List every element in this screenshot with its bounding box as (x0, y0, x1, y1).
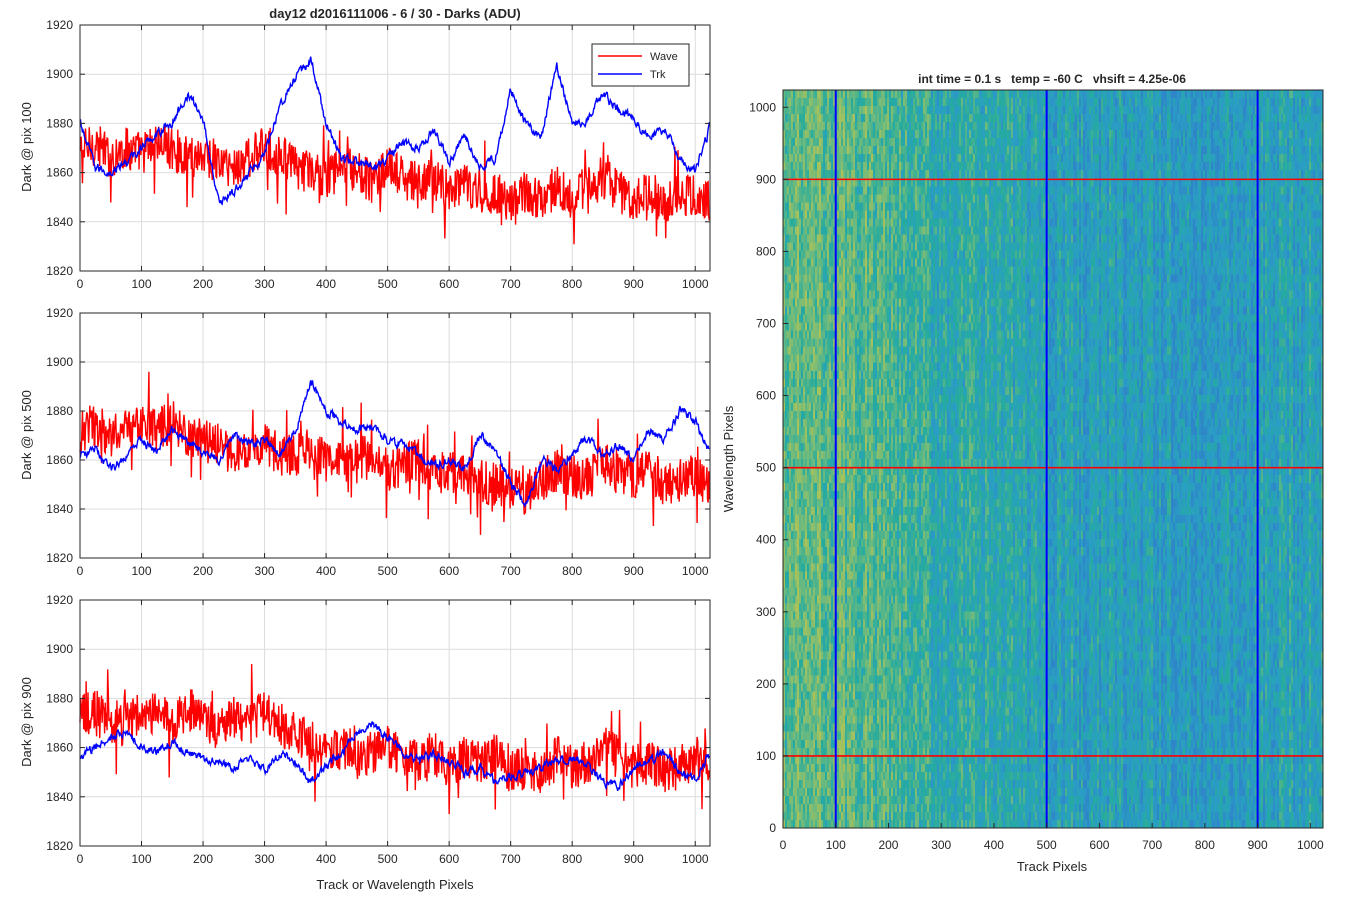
panel-pix-100: day12 d2016111006 - 6 / 30 - Darks (ADU)… (19, 6, 710, 291)
figure-title: day12 d2016111006 - 6 / 30 - Darks (ADU) (269, 6, 520, 21)
x-tick-label: 300 (255, 564, 275, 578)
plot-background (80, 313, 710, 558)
y-tick-label: 1840 (46, 502, 73, 516)
y-tick-label: 1920 (46, 306, 73, 320)
y-tick-label: 1880 (46, 116, 73, 130)
x-tick-label: 800 (562, 277, 582, 291)
x-tick-label: 500 (378, 277, 398, 291)
panel-3-ylabel: Dark @ pix 900 (19, 677, 34, 767)
legend: Wave Trk (592, 44, 689, 86)
x-tick-label: 700 (501, 564, 521, 578)
x-tick-label: 800 (562, 852, 582, 866)
x-tick-label: 1000 (682, 564, 709, 578)
y-tick-label: 1860 (46, 453, 73, 467)
y-tick-label: 1920 (46, 593, 73, 607)
x-tick-label: 800 (562, 564, 582, 578)
y-tick-label: 1920 (46, 18, 73, 32)
y-tick-label: 1900 (46, 67, 73, 81)
y-tick-label: 1880 (46, 691, 73, 705)
x-tick-label: 1000 (682, 277, 709, 291)
x-tick-label: 600 (439, 277, 459, 291)
x-tick-label: 900 (624, 852, 644, 866)
x-tick-label: 0 (77, 277, 84, 291)
x-tick-label: 100 (132, 277, 152, 291)
x-tick-label: 300 (255, 852, 275, 866)
x-tick-label: 900 (624, 564, 644, 578)
x-tick-label: 400 (316, 564, 336, 578)
heatmap-plot: 0 100 200 300 400 500 600 700 800 900 100001002003… (749, 90, 1324, 852)
y-tick-label: 1860 (46, 741, 73, 755)
plot-background (80, 600, 710, 846)
y-tick-label: 1820 (46, 264, 73, 278)
panel-2-ylabel: Dark @ pix 500 (19, 390, 34, 480)
legend-trk-label: Trk (650, 69, 666, 81)
x-tick-label: 100 (132, 852, 152, 866)
x-tick-label: 1000 (682, 852, 709, 866)
y-tick-label: 1840 (46, 790, 73, 804)
x-tick-label: 700 (501, 852, 521, 866)
x-tick-label: 700 (501, 277, 521, 291)
y-tick-label: 1820 (46, 839, 73, 853)
y-tick-label: 1880 (46, 404, 73, 418)
y-tick-label: 1820 (46, 551, 73, 565)
x-tick-label: 900 (624, 277, 644, 291)
panel-pix-500: Dark @ pix 500 0 100 200 300 400 500 600 700 800… (19, 306, 710, 578)
y-tick-label: 1900 (46, 355, 73, 369)
legend-wave-label: Wave (650, 51, 678, 63)
panel-3-plot: 0 100 200 300 400 500 600 700 800 900 1000 1820 1840… (46, 593, 710, 866)
x-tick-label: 500 (378, 852, 398, 866)
heatmap-title: int time = 0.1 s temp = -60 C vhsift = 4… (918, 72, 1186, 86)
panel-2-plot: 0 100 200 300 400 500 600 700 800 900 1000 1820 1840… (46, 306, 710, 578)
x-tick-label: 400 (316, 277, 336, 291)
y-tick-label: 1860 (46, 166, 73, 180)
y-tick-label: 1900 (46, 642, 73, 656)
x-tick-label: 0 (77, 852, 84, 866)
x-tick-label: 0 (77, 564, 84, 578)
x-tick-label: 100 (132, 564, 152, 578)
panel-3-xlabel: Track or Wavelength Pixels (316, 877, 474, 892)
x-tick-label: 600 (439, 564, 459, 578)
x-tick-label: 200 (193, 852, 213, 866)
x-tick-label: 200 (193, 277, 213, 291)
x-tick-label: 200 (193, 564, 213, 578)
x-tick-label: 600 (439, 852, 459, 866)
panel-1-ylabel: Dark @ pix 100 (19, 102, 34, 192)
x-tick-label: 400 (316, 852, 336, 866)
panel-dark-image: int time = 0.1 s temp = -60 C vhsift = 4… (721, 72, 1324, 874)
heatmap-cells (783, 90, 1323, 828)
x-tick-label: 500 (378, 564, 398, 578)
x-tick-label: 300 (255, 277, 275, 291)
y-tick-label: 1840 (46, 215, 73, 229)
panel-pix-900: Dark @ pix 900 0 100 200 300 400 500 600 700 800… (19, 593, 710, 892)
